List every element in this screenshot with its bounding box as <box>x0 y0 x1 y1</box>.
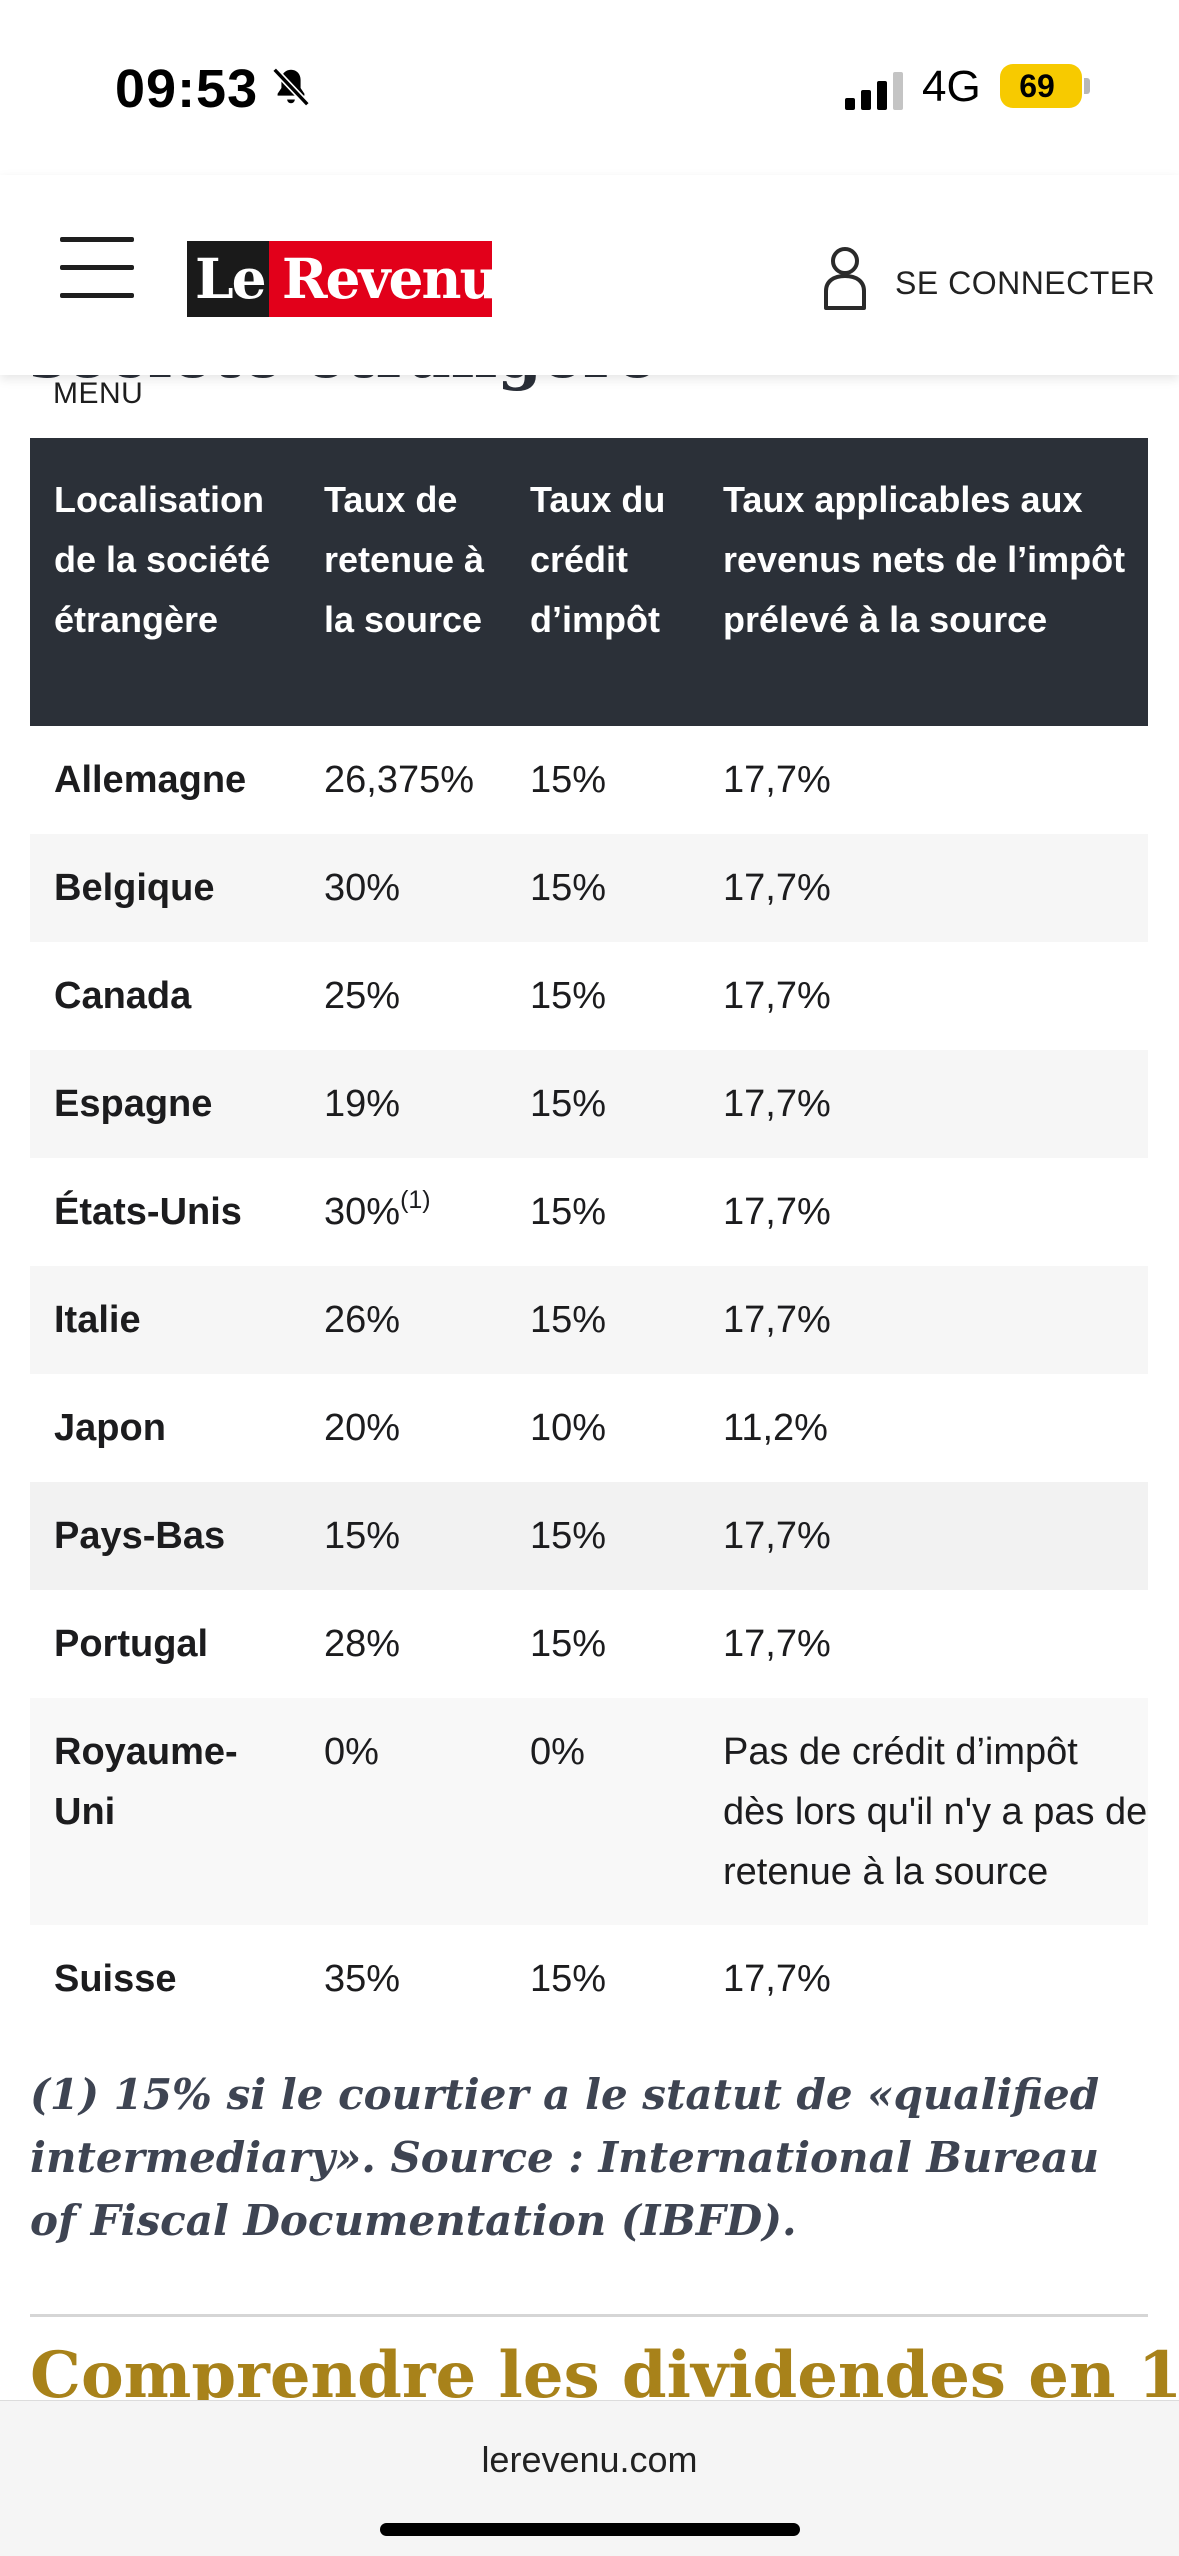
rate-cell: 17,7% <box>723 759 831 801</box>
withholding-value: 19% <box>324 1083 401 1125</box>
credit-cell: 15% <box>530 759 607 801</box>
network-type: 4G <box>922 62 981 111</box>
credit-cell: 15% <box>530 1515 607 1557</box>
table-footnote: (1) 15% si le courtier a le statut de «q… <box>30 2070 1100 2245</box>
address-bar[interactable]: lerevenu.com <box>481 2439 698 2480</box>
credit-cell: 0% <box>530 1731 585 1773</box>
credit-cell: 15% <box>530 1299 607 1341</box>
table-row: Royaume-Uni 0% 0% Pas de crédit d’impôt … <box>30 1698 1148 1925</box>
withholding-value: 25% <box>324 975 401 1017</box>
table-row: Belgique 30% 15% 17,7% <box>30 834 1148 942</box>
withholding-value: 30% <box>324 1191 401 1233</box>
table-header: Localisation de la société étrangère Tau… <box>30 438 1148 726</box>
withholding-cell: 30%(1) <box>324 1182 524 1242</box>
withholding-cell: 20% <box>324 1398 524 1458</box>
withholding-cell: 15% <box>324 1506 524 1566</box>
menu-label: MENU <box>53 377 144 410</box>
country-cell: Portugal <box>54 1623 209 1665</box>
withholding-value: 0% <box>324 1731 379 1773</box>
withholding-value: 28% <box>324 1623 401 1665</box>
bell-slash-icon <box>272 67 310 107</box>
logo-text: Le Revenu <box>195 246 492 311</box>
credit-cell: 10% <box>530 1407 607 1449</box>
withholding-cell: 30% <box>324 858 524 918</box>
table-row: Espagne 19% 15% 17,7% <box>30 1050 1148 1158</box>
rate-cell: 17,7% <box>723 867 831 909</box>
withholding-cell: 0% <box>324 1722 524 1782</box>
withholding-cell: 35% <box>324 1949 524 2009</box>
column-header-tax-credit: Taux du crédit d’impôt <box>530 479 666 640</box>
country-cell: Allemagne <box>54 759 247 801</box>
column-header-withholding: Taux de retenue à la source <box>324 479 485 640</box>
rate-cell: 17,7% <box>723 1191 831 1233</box>
country-cell: États-Unis <box>54 1191 242 1233</box>
credit-cell: 15% <box>530 975 607 1017</box>
country-cell: Royaume-Uni <box>54 1731 238 1833</box>
rate-cell: 17,7% <box>723 1515 831 1557</box>
user-icon[interactable] <box>822 245 868 311</box>
column-header-applicable-rate: Taux applicables aux revenus nets de l’i… <box>723 479 1126 640</box>
country-cell: Canada <box>54 975 192 1017</box>
table-row: États-Unis 30%(1) 15% 17,7% <box>30 1158 1148 1266</box>
withholding-value: 15% <box>324 1515 401 1557</box>
rate-cell: 17,7% <box>723 1623 831 1665</box>
battery-level: 69 <box>1019 68 1055 104</box>
withholding-value: 30% <box>324 867 401 909</box>
site-logo[interactable]: Le Revenu <box>187 241 492 317</box>
table-row: Japon 20% 10% 11,2% <box>30 1374 1148 1482</box>
withholding-value: 35% <box>324 1958 401 2000</box>
table-row: Italie 26% 15% 17,7% <box>30 1266 1148 1374</box>
rate-cell: 17,7% <box>723 1299 831 1341</box>
browser-bottom-bar: lerevenu.com <box>0 2400 1179 2556</box>
credit-cell: 15% <box>530 1623 607 1665</box>
login-link[interactable]: SE CONNECTER <box>895 265 1156 301</box>
table-row: Portugal 28% 15% 17,7% <box>30 1590 1148 1698</box>
column-header-location: Localisation de la société étrangère <box>54 479 271 640</box>
credit-cell: 15% <box>530 1958 607 2000</box>
battery-cap <box>1084 78 1090 94</box>
country-cell: Suisse <box>54 1958 177 2000</box>
menu-button[interactable]: MENU <box>48 237 148 410</box>
site-header: MENU Le Revenu SE CONNECTER <box>0 175 1179 410</box>
table-row: Canada 25% 15% 17,7% <box>30 942 1148 1050</box>
withholding-cell: 28% <box>324 1614 524 1674</box>
withholding-cell: 26% <box>324 1290 524 1350</box>
rate-cell: Pas de crédit d’impôt dès lors qu'il n'y… <box>723 1731 1148 1893</box>
rate-cell: 17,7% <box>723 1958 831 2000</box>
credit-cell: 15% <box>530 1191 607 1233</box>
table-row: Allemagne 26,375% 15% 17,7% <box>30 726 1148 834</box>
country-cell: Pays-Bas <box>54 1515 226 1557</box>
rate-cell: 11,2% <box>723 1407 828 1449</box>
withholding-cell: 25% <box>324 966 524 1026</box>
withholding-value: 26,375% <box>324 759 475 801</box>
table-row: Suisse 35% 15% 17,7% <box>30 1925 1148 2033</box>
country-cell: Italie <box>54 1299 141 1341</box>
country-cell: Espagne <box>54 1083 213 1125</box>
credit-cell: 15% <box>530 867 607 909</box>
withholding-cell: 19% <box>324 1074 524 1134</box>
status-bar: 09:53 4G 69 <box>0 0 1179 175</box>
footnote-ref: (1) <box>400 1186 431 1214</box>
battery-icon: 69 <box>1000 64 1082 108</box>
withholding-value: 20% <box>324 1407 401 1449</box>
logo-black-block <box>187 241 269 317</box>
country-cell: Belgique <box>54 867 215 909</box>
table-row: Pays-Bas 15% 15% 17,7% <box>30 1482 1148 1590</box>
cellular-signal-icon <box>845 72 903 110</box>
home-indicator[interactable] <box>380 2523 800 2536</box>
section-divider <box>30 2314 1148 2317</box>
credit-cell: 15% <box>530 1083 607 1125</box>
status-time: 09:53 <box>115 59 259 119</box>
withholding-tax-table: Localisation de la société étrangère Tau… <box>30 438 1148 2033</box>
withholding-cell: 26,375% <box>324 750 524 810</box>
rate-cell: 17,7% <box>723 975 831 1017</box>
withholding-value: 26% <box>324 1299 401 1341</box>
rate-cell: 17,7% <box>723 1083 831 1125</box>
country-cell: Japon <box>54 1407 166 1449</box>
